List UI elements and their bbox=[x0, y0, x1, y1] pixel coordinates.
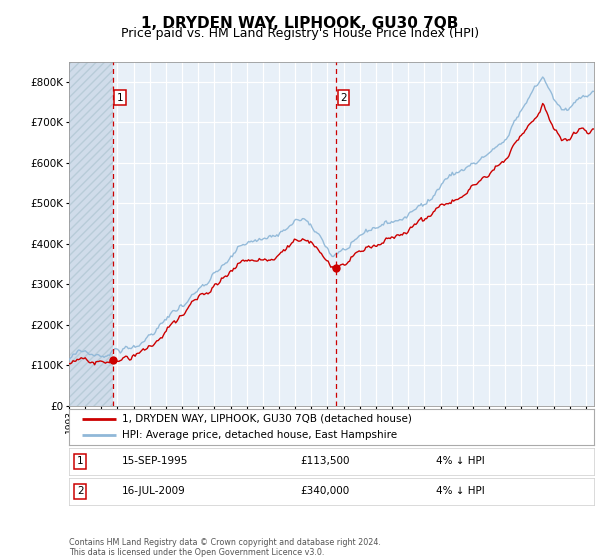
Text: 4% ↓ HPI: 4% ↓ HPI bbox=[437, 456, 485, 466]
Text: £340,000: £340,000 bbox=[300, 486, 349, 496]
Text: 2: 2 bbox=[77, 486, 83, 496]
Bar bbox=[69, 62, 113, 406]
Text: 1: 1 bbox=[77, 456, 83, 466]
Text: Price paid vs. HM Land Registry's House Price Index (HPI): Price paid vs. HM Land Registry's House … bbox=[121, 27, 479, 40]
Text: 15-SEP-1995: 15-SEP-1995 bbox=[121, 456, 188, 466]
Text: £113,500: £113,500 bbox=[300, 456, 349, 466]
Text: 4% ↓ HPI: 4% ↓ HPI bbox=[437, 486, 485, 496]
Text: Contains HM Land Registry data © Crown copyright and database right 2024.
This d: Contains HM Land Registry data © Crown c… bbox=[69, 538, 381, 557]
Text: 16-JUL-2009: 16-JUL-2009 bbox=[121, 486, 185, 496]
Text: 1: 1 bbox=[117, 93, 124, 103]
Text: HPI: Average price, detached house, East Hampshire: HPI: Average price, detached house, East… bbox=[121, 431, 397, 440]
Text: 2: 2 bbox=[340, 93, 347, 103]
Text: 1, DRYDEN WAY, LIPHOOK, GU30 7QB: 1, DRYDEN WAY, LIPHOOK, GU30 7QB bbox=[142, 16, 458, 31]
Text: 1, DRYDEN WAY, LIPHOOK, GU30 7QB (detached house): 1, DRYDEN WAY, LIPHOOK, GU30 7QB (detach… bbox=[121, 414, 412, 423]
